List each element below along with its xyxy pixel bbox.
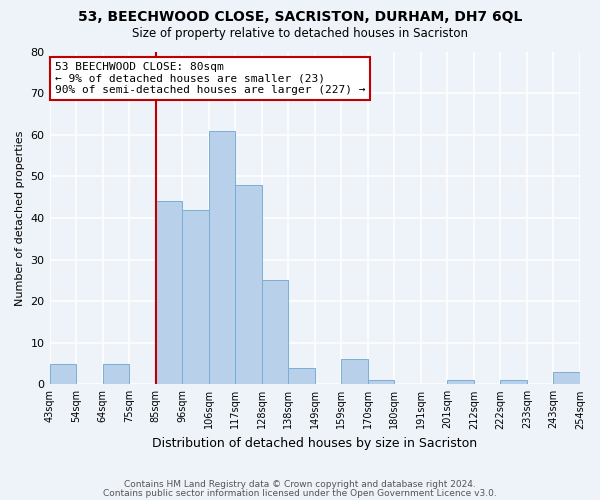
Text: Contains HM Land Registry data © Crown copyright and database right 2024.: Contains HM Land Registry data © Crown c… (124, 480, 476, 489)
Bar (209, 130, 235, 384)
Text: 53 BEECHWOOD CLOSE: 80sqm
← 9% of detached houses are smaller (23)
90% of semi-d: 53 BEECHWOOD CLOSE: 80sqm ← 9% of detach… (55, 62, 365, 95)
X-axis label: Distribution of detached houses by size in Sacriston: Distribution of detached houses by size … (152, 437, 478, 450)
Bar (341, 360, 368, 384)
Bar (288, 368, 315, 384)
Bar (50, 364, 76, 384)
Text: 53, BEECHWOOD CLOSE, SACRISTON, DURHAM, DH7 6QL: 53, BEECHWOOD CLOSE, SACRISTON, DURHAM, … (78, 10, 522, 24)
Bar (155, 202, 182, 384)
Text: Contains public sector information licensed under the Open Government Licence v3: Contains public sector information licen… (103, 488, 497, 498)
Bar (182, 210, 209, 384)
Bar (235, 184, 262, 384)
Bar (553, 372, 580, 384)
Bar (368, 380, 394, 384)
Bar (500, 380, 527, 384)
Y-axis label: Number of detached properties: Number of detached properties (15, 130, 25, 306)
Text: Size of property relative to detached houses in Sacriston: Size of property relative to detached ho… (132, 28, 468, 40)
Bar (262, 280, 288, 384)
Bar (103, 364, 129, 384)
Bar (448, 380, 474, 384)
